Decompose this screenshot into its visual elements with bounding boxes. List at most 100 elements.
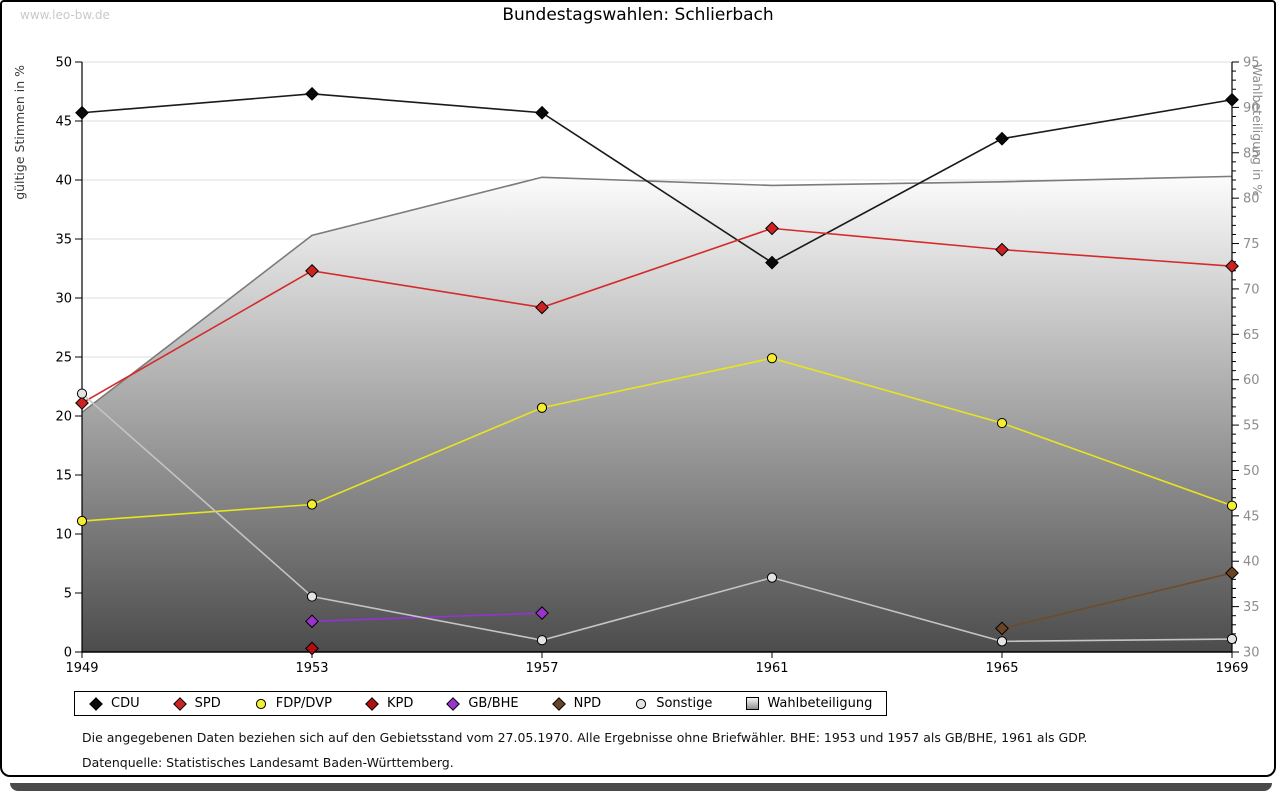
y-left-tick-label: 5 [64, 587, 72, 602]
y-left-tick-label: 10 [55, 528, 72, 543]
data-point-circle [306, 499, 318, 510]
y-left-tick-label: 25 [55, 351, 72, 366]
x-tick-label: 1957 [525, 661, 558, 676]
y-right-tick-label: 50 [1243, 464, 1260, 479]
npd-marker-icon [551, 696, 566, 711]
data-point-circle [306, 591, 318, 602]
data-point-circle [766, 353, 778, 364]
y-right-tick-label: 55 [1243, 419, 1260, 434]
legend-label: GB/BHE [468, 696, 519, 711]
footnote-gebietsstand: Die angegebenen Daten beziehen sich auf … [82, 730, 1088, 745]
y-left-tick-label: 20 [55, 410, 72, 425]
legend-label: Wahlbeteiligung [767, 696, 873, 711]
y-right-tick-label: 40 [1243, 555, 1260, 570]
x-tick-label: 1953 [295, 661, 328, 676]
series-line-npd [1001, 572, 1233, 630]
data-point-diamond [305, 263, 319, 278]
legend-item-spd: SPD [172, 696, 221, 711]
footnote-datenquelle: Datenquelle: Statistisches Landesamt Bad… [82, 755, 454, 770]
data-point-circle [1226, 500, 1238, 511]
data-point-diamond [305, 614, 319, 629]
data-point-diamond [75, 396, 89, 410]
data-point-diamond [75, 105, 89, 120]
y-right-tick-label: 65 [1243, 328, 1260, 343]
legend-label: CDU [111, 696, 140, 711]
data-point-circle [1226, 633, 1238, 645]
election-line-chart: 0 5 10 15 20 25 30 35 40 45 50 30 35 40 45 50 55 60 65 70 75… [55, 56, 1260, 677]
window-shadow [10, 783, 1272, 791]
gb-bhe-marker-icon [446, 696, 461, 711]
kpd-marker-icon [365, 696, 379, 711]
x-tick-label: 1965 [985, 661, 1018, 676]
y-right-tick-label: 30 [1243, 646, 1260, 661]
chart-legend: CDU SPD FDP/DVP KPD GB/BHE NPD Sonstige Wahlbet… [74, 691, 888, 716]
y-left-tick-label: 30 [55, 292, 72, 307]
data-point-diamond [765, 255, 779, 270]
y-left-tick-label: 35 [55, 233, 72, 248]
data-point-circle [766, 572, 778, 583]
data-point-circle [536, 635, 548, 646]
y-right-tick-label: 70 [1243, 282, 1260, 297]
data-point-diamond [1225, 259, 1239, 274]
data-point-diamond [1225, 566, 1239, 580]
wahlbeteiligung-edge-line [81, 175, 1233, 414]
page-title: Bundestagswahlen: Schlierbach [502, 5, 774, 25]
legend-item-gb-bhe: GB/BHE [446, 696, 519, 711]
legend-item-fdp-dvp: FDP/DVP [254, 696, 332, 711]
data-point-circle [76, 515, 88, 527]
series-line-sonstige [81, 392, 1233, 643]
y-right-tick-label: 35 [1243, 600, 1260, 615]
fdp-dvp-marker-icon [254, 697, 268, 711]
data-point-diamond [535, 105, 549, 120]
y-right-tick-label: 45 [1243, 509, 1260, 524]
spd-marker-icon [172, 696, 187, 711]
data-point-circle [536, 402, 548, 413]
cdu-marker-icon [89, 696, 103, 711]
x-tick-label: 1949 [65, 661, 98, 676]
wahlbeteiligung-marker-icon [745, 697, 759, 711]
data-point-diamond [995, 131, 1009, 146]
y-left-tick-label: 45 [55, 115, 72, 130]
legend-label: FDP/DVP [275, 696, 332, 711]
data-point-diamond [305, 86, 319, 101]
legend-label: Sonstige [656, 696, 713, 711]
y-left-tick-label: 15 [55, 469, 72, 484]
y-right-tick-label: 75 [1243, 237, 1260, 252]
data-point-circle [996, 636, 1008, 647]
data-point-diamond [765, 221, 779, 236]
x-tick-label: 1961 [755, 661, 788, 676]
sonstige-marker-icon [634, 697, 648, 711]
data-point-circle [76, 388, 88, 399]
data-point-diamond [535, 300, 549, 315]
y-right-tick-label: 90 [1243, 101, 1260, 116]
series-line-cdu [81, 93, 1233, 264]
chart-window: www.leo-bw.de Bundestagswahlen: Schlierb… [0, 0, 1276, 777]
y-left-tick-label: 40 [55, 174, 72, 189]
legend-item-cdu: CDU [89, 696, 140, 711]
data-point-diamond [995, 242, 1009, 257]
x-tick-label: 1969 [1215, 661, 1248, 676]
legend-item-npd: NPD [551, 696, 602, 711]
watermark: www.leo-bw.de [20, 8, 110, 22]
y-left-tick-label: 0 [64, 646, 72, 661]
data-point-diamond [305, 641, 319, 656]
legend-label: SPD [194, 696, 221, 711]
data-point-diamond [1225, 92, 1239, 107]
series-line-fdp-dvp [81, 357, 1233, 522]
legend-label: KPD [386, 696, 414, 711]
y-right-tick-label: 60 [1243, 373, 1260, 388]
data-point-circle [996, 417, 1008, 429]
y-right-tick-label: 85 [1243, 146, 1260, 161]
legend-item-sonstige: Sonstige [634, 696, 712, 711]
y-left-tick-label: 50 [55, 56, 72, 71]
series-line-spd [81, 227, 1233, 404]
legend-item-kpd: KPD [365, 696, 413, 711]
wahlbeteiligung-area [82, 176, 1232, 652]
series-line-gb-bhe [311, 612, 543, 623]
data-point-diamond [995, 621, 1009, 636]
legend-item-wahlbeteiligung: Wahlbeteiligung [745, 696, 872, 711]
data-point-diamond [535, 606, 549, 620]
y-right-tick-label: 95 [1243, 56, 1260, 71]
y-right-tick-label: 80 [1243, 192, 1260, 207]
legend-label: NPD [573, 696, 602, 711]
